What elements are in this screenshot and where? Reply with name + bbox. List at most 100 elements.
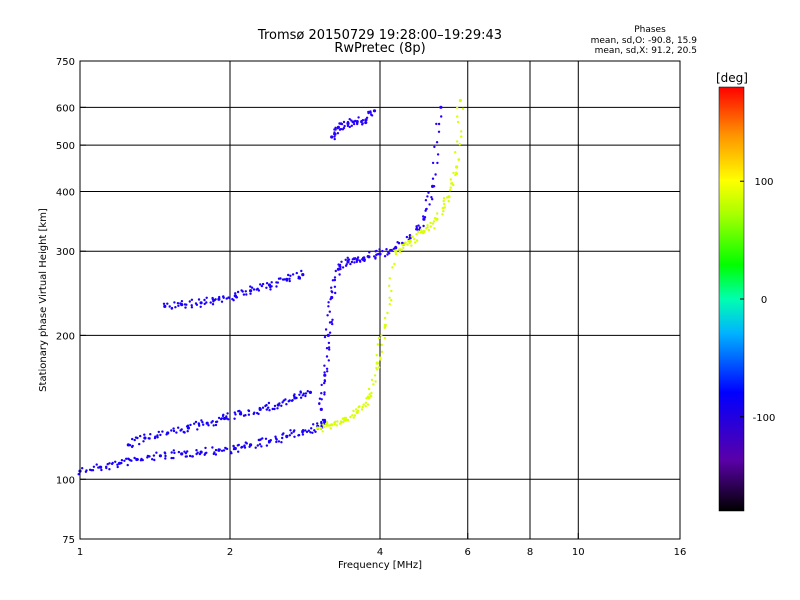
trace-echo — [114, 460, 117, 463]
trace-echo — [138, 442, 141, 446]
trace-echo — [378, 248, 381, 251]
trace-echo — [327, 346, 331, 349]
trace-echo — [281, 436, 284, 440]
trace-echo — [197, 298, 201, 301]
trace-echo — [380, 350, 384, 353]
trace-echo — [335, 424, 338, 427]
trace-echo — [225, 415, 228, 418]
y-tick-label: 500 — [56, 141, 75, 152]
trace-echo — [214, 453, 218, 456]
trace-echo — [333, 137, 336, 141]
data-point — [330, 423, 334, 427]
data-point — [458, 98, 462, 103]
trace-echo — [183, 450, 186, 453]
trace-echo — [237, 443, 240, 447]
trace-echo — [369, 394, 373, 398]
trace-echo — [331, 279, 335, 282]
trace-echo — [177, 450, 181, 454]
grid-lines — [80, 61, 680, 539]
data-point — [143, 436, 147, 440]
trace-echo — [343, 124, 346, 128]
trace-echo — [356, 409, 360, 412]
trace-echo — [368, 251, 371, 254]
trace-echo — [386, 253, 389, 256]
trace-echo — [352, 120, 355, 123]
trace-echo — [233, 411, 236, 414]
trace-echo — [148, 455, 151, 458]
trace-echo — [345, 263, 348, 266]
trace-echo — [320, 424, 323, 428]
trace-echo — [328, 310, 331, 313]
trace-echo — [274, 437, 278, 440]
stats-o-mode: mean, sd,O: -90.8, 15.9 — [591, 36, 698, 46]
trace-echo — [330, 286, 333, 289]
stats-header: Phases — [634, 25, 666, 35]
trace-echo — [243, 446, 247, 449]
data-point — [378, 252, 382, 256]
trace-echo — [334, 126, 337, 129]
trace-echo — [343, 416, 346, 420]
trace-echo — [456, 120, 460, 124]
data-point — [319, 407, 323, 411]
trace-echo — [162, 302, 166, 305]
trace-echo — [248, 445, 251, 448]
x-axis-label: Frequency [MHz] — [338, 560, 422, 571]
trace-echo — [370, 391, 373, 395]
stats-x-mode: mean, sd,X: 91.2, 20.5 — [595, 46, 697, 56]
trace-echo — [318, 402, 321, 406]
trace-echo — [331, 291, 334, 294]
trace-echo — [128, 444, 132, 447]
y-tick-label: 100 — [56, 475, 75, 486]
trace-echo — [111, 461, 114, 465]
trace-echo — [441, 213, 444, 216]
trace-echo — [325, 421, 329, 424]
trace-echo — [249, 285, 252, 288]
colorbar-tick-label: 0 — [761, 295, 767, 306]
trace-echo — [353, 414, 357, 417]
trace-echo — [186, 424, 190, 427]
data-point — [267, 283, 272, 287]
trace-echo — [377, 336, 381, 340]
data-point — [166, 431, 170, 435]
trace-echo — [305, 430, 309, 434]
trace-echo — [413, 237, 416, 241]
trace-echo — [333, 285, 337, 288]
trace-echo — [386, 311, 389, 315]
trace-echo — [299, 390, 302, 393]
trace-echo — [164, 457, 167, 460]
trace-echo — [100, 468, 103, 472]
trace-echo — [426, 226, 429, 229]
trace-echo — [250, 286, 254, 289]
x-tick-label: 16 — [674, 547, 687, 558]
trace-echo — [426, 195, 429, 198]
trace-echo — [404, 241, 407, 244]
trace-echo — [288, 399, 291, 402]
trace-echo — [370, 378, 374, 382]
x-tick-label: 2 — [227, 547, 233, 558]
trace-echo — [326, 370, 329, 373]
trace-echo — [320, 398, 323, 401]
trace-echo — [365, 116, 369, 120]
trace-echo — [333, 128, 336, 131]
trace-echo — [422, 215, 425, 218]
data-point — [301, 273, 305, 277]
data-point — [199, 301, 203, 305]
trace-echo — [170, 451, 173, 454]
trace-echo — [130, 459, 133, 462]
trace-echo — [380, 343, 383, 347]
trace-echo — [440, 115, 443, 118]
trace-echo — [324, 328, 328, 331]
trace-echo — [331, 318, 334, 321]
trace-echo — [434, 173, 437, 176]
trace-echo — [433, 227, 436, 230]
trace-echo — [346, 124, 350, 128]
trace-echo — [220, 449, 224, 452]
trace-echo — [108, 468, 111, 471]
trace-echo — [268, 409, 271, 412]
trace-echo — [380, 334, 383, 337]
trace-echo — [338, 273, 341, 276]
trace-echo — [367, 255, 371, 258]
trace-echo — [235, 296, 238, 299]
trace-echo — [173, 451, 176, 455]
data-point — [343, 418, 347, 422]
